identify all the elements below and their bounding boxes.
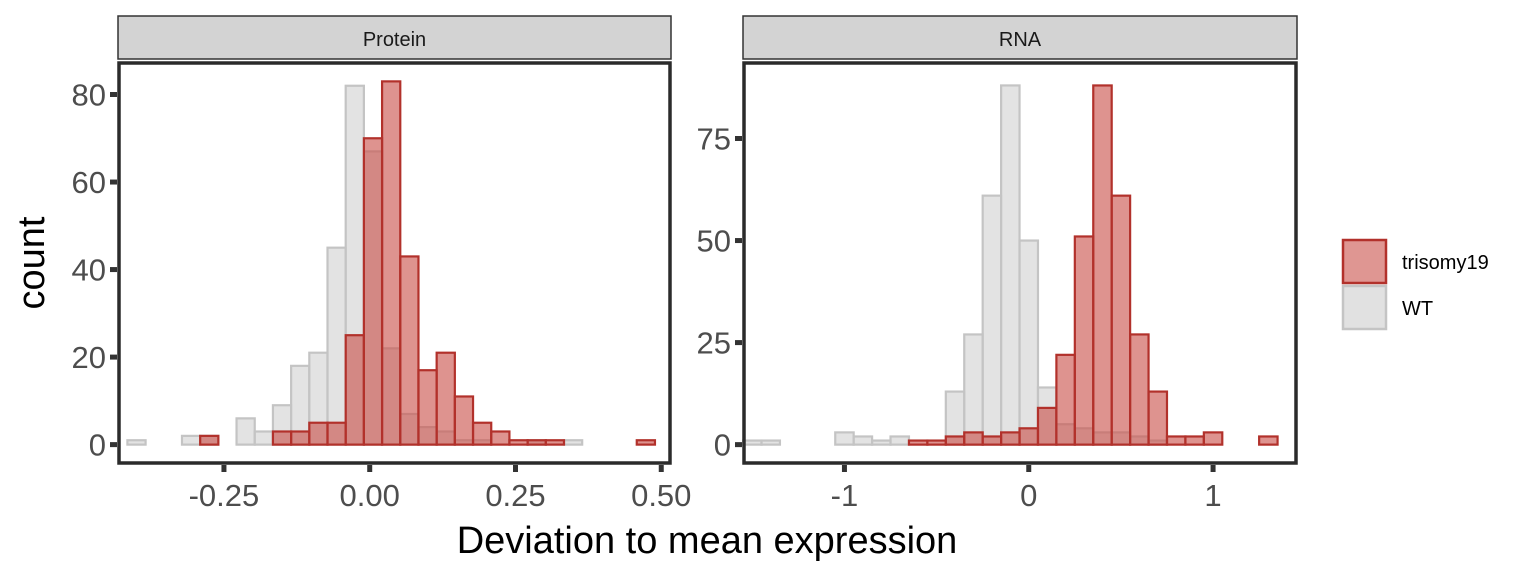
histogram-bar <box>453 395 475 446</box>
histogram-bar <box>544 439 566 446</box>
histogram-bar <box>1147 390 1169 446</box>
histogram-bar <box>253 430 275 446</box>
histogram-bar <box>562 439 584 446</box>
histogram-bar <box>981 194 1003 446</box>
legend-key-wt <box>1341 284 1388 331</box>
histogram-bar <box>1184 435 1205 446</box>
histogram-bar <box>308 421 329 446</box>
histogram-bar <box>271 430 293 446</box>
legend: trisomy19 WT <box>1341 238 1489 331</box>
histogram-bar <box>362 137 384 446</box>
x-axis-title: Deviation to mean expression <box>457 520 958 562</box>
facet-strip-label: Protein <box>363 29 426 51</box>
histogram-bar <box>760 439 782 446</box>
histogram-bar <box>1018 239 1040 446</box>
y-tick-label: 0 <box>714 428 731 463</box>
x-tick-label: -0.25 <box>189 478 260 513</box>
histogram-bar <box>834 431 855 446</box>
histogram-bar <box>1073 235 1095 446</box>
histogram-bar <box>852 435 874 446</box>
histogram-bar <box>199 434 220 446</box>
histogram-bar <box>1036 406 1058 446</box>
histogram-bar <box>380 80 402 446</box>
histogram-bar <box>1258 435 1279 446</box>
histogram-bar <box>1092 84 1113 446</box>
y-tick-label: 25 <box>697 326 731 361</box>
facet-strip <box>742 15 1298 60</box>
y-tick-label: 75 <box>697 122 731 157</box>
histogram-bar <box>417 369 438 446</box>
histogram-bar <box>471 421 493 446</box>
x-tick-label: 0.00 <box>340 478 400 513</box>
facet-strip <box>117 15 672 60</box>
histogram-bar <box>1000 84 1021 446</box>
legend-key-trisomy19 <box>1341 238 1388 285</box>
histogram-bar <box>1165 435 1187 446</box>
y-tick-label: 0 <box>89 428 106 463</box>
panel-rna: RNA -1 0 1 0 25 50 75 <box>697 15 1298 513</box>
series-trisomy19 <box>199 80 657 446</box>
histogram-bar <box>1000 431 1021 446</box>
histogram-bar <box>399 255 420 446</box>
y-axis-title: count <box>11 216 53 309</box>
histogram-bar <box>889 435 911 446</box>
x-tick-label: 1 <box>1204 478 1221 513</box>
x-tick-label: 0.50 <box>631 478 691 513</box>
histogram-bar <box>490 430 511 446</box>
panels-layer: Protein -0.25 0.00 0.25 0.50 0 20 40 60 80 RNA -1 0 1… <box>72 15 1298 513</box>
legend-label-wt: WT <box>1402 298 1433 320</box>
x-tick-label: 0.25 <box>485 478 545 513</box>
panel-protein: Protein -0.25 0.00 0.25 0.50 0 20 40 60 80 <box>72 15 691 513</box>
y-tick-label: 80 <box>72 78 106 113</box>
y-tick-label: 60 <box>72 165 106 200</box>
histogram-bar <box>907 439 929 446</box>
histogram-bar <box>741 439 763 446</box>
facet-strip-label: RNA <box>999 29 1042 51</box>
series-trisomy19 <box>907 84 1279 446</box>
histogram-bar <box>526 439 547 446</box>
histogram-bar <box>126 439 147 446</box>
histogram-bar <box>508 439 529 446</box>
histogram-bar <box>1055 353 1076 446</box>
histogram-bar <box>1129 333 1150 446</box>
histogram-bar <box>344 334 365 446</box>
x-tick-label: -1 <box>831 478 859 513</box>
histogram-bar <box>180 434 202 446</box>
x-tick-label: 0 <box>1020 478 1037 513</box>
panel-border <box>742 61 1298 465</box>
histogram-bar <box>944 435 966 446</box>
histogram-bar <box>235 417 256 446</box>
panel-border <box>117 61 672 465</box>
histogram-bar <box>926 439 947 446</box>
histogram-bar <box>963 333 984 446</box>
legend-label-trisomy19: trisomy19 <box>1402 252 1489 274</box>
histogram-bar <box>326 421 347 446</box>
histogram-bar <box>435 351 456 446</box>
y-tick-label: 40 <box>72 253 106 288</box>
histogram-bar <box>963 431 984 446</box>
histogram-bar <box>1018 427 1040 446</box>
histogram-bar <box>1202 431 1224 446</box>
histogram-bar <box>635 439 657 446</box>
y-tick-label: 20 <box>72 340 106 375</box>
histogram-bar <box>1110 194 1132 446</box>
y-tick-label: 50 <box>697 224 731 259</box>
histogram-bar <box>870 439 892 446</box>
histogram-bar <box>981 435 1003 446</box>
histogram-bar <box>290 430 311 446</box>
histogram-bar <box>326 246 347 446</box>
